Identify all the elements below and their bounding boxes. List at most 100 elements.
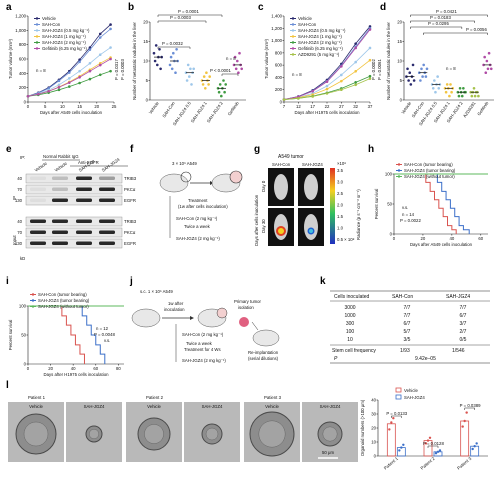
data-point bbox=[88, 69, 92, 73]
blot-band bbox=[99, 198, 115, 202]
panel-label-a: a bbox=[6, 2, 12, 13]
x-tick-label: 7 bbox=[283, 104, 286, 109]
panel-b-chart: 0 5 10 15 20 Number of metastatic nodules in … bbox=[132, 9, 246, 126]
x-tick-label: 12 bbox=[296, 104, 301, 109]
data-point bbox=[168, 63, 172, 67]
data-point bbox=[238, 51, 241, 55]
data-point bbox=[282, 98, 286, 101]
x-tick-label: 22 bbox=[325, 104, 330, 109]
data-point bbox=[57, 83, 61, 87]
data-point bbox=[390, 421, 393, 424]
data-point bbox=[172, 51, 175, 55]
j-reimpl: Re-implantation bbox=[248, 350, 279, 355]
y-tick-label: 50 bbox=[21, 333, 26, 338]
data-point bbox=[109, 27, 112, 31]
data-point bbox=[78, 81, 81, 85]
j-primary: Primary tumor bbox=[234, 299, 262, 304]
blot-band bbox=[52, 241, 68, 245]
data-point bbox=[218, 83, 222, 86]
j-isolation: isolation bbox=[238, 305, 254, 310]
blot-band bbox=[30, 230, 46, 234]
y-axis-label: Number of metastatic nodules in the live… bbox=[132, 22, 137, 100]
k-p-value: 9.42e–05 bbox=[415, 356, 436, 362]
panel-label-h: h bbox=[368, 144, 374, 155]
panel-label-b: b bbox=[128, 2, 134, 13]
mouse-icon bbox=[159, 173, 189, 193]
data-point bbox=[419, 79, 422, 82]
y-tick-label: 10 bbox=[371, 440, 376, 445]
g-title: A549 tumor bbox=[278, 154, 304, 160]
legend-entry: SAH-JGZ4 (1 mg kg⁻¹) bbox=[42, 34, 86, 39]
data-point bbox=[158, 48, 161, 51]
blot-band bbox=[52, 198, 68, 202]
y-tick-label: 800 bbox=[275, 50, 283, 55]
blot-band bbox=[52, 187, 68, 191]
data-point bbox=[462, 87, 465, 90]
panel-label-k: k bbox=[320, 276, 326, 287]
legend-entry: SAH-JGZ4 (0.5 mg kg⁻¹) bbox=[42, 28, 90, 33]
data-point bbox=[368, 25, 372, 28]
data-point bbox=[109, 23, 112, 26]
x-tick-label: 0 bbox=[393, 236, 396, 241]
tumor-icon bbox=[239, 317, 249, 327]
annotation: n = 8 bbox=[36, 68, 46, 73]
annotation: P = 0.0003 bbox=[120, 59, 125, 80]
data-point bbox=[409, 83, 413, 86]
l-p1: Patient 1 bbox=[28, 395, 46, 400]
data-point bbox=[188, 75, 191, 78]
data-point bbox=[234, 67, 238, 71]
data-point bbox=[78, 75, 81, 79]
y-tick-label: 1,200 bbox=[15, 14, 26, 19]
k-cell: 7/7 bbox=[404, 305, 411, 311]
g-ylabel: Days after cells inoculation bbox=[254, 194, 259, 246]
data-point bbox=[88, 48, 92, 51]
data-point bbox=[434, 452, 438, 455]
legend-entry: Vehicle bbox=[298, 16, 312, 21]
y-tick-label: 0 bbox=[280, 100, 283, 105]
y-axis-label: Organoid numbers (>100 μm) bbox=[360, 399, 365, 456]
j-cells: s.c. 1 × 10⁵ A549 bbox=[140, 289, 173, 294]
panel-label-f: f bbox=[130, 144, 134, 155]
panel-label-c: c bbox=[258, 2, 264, 13]
data-point bbox=[463, 419, 466, 423]
annotation: P = 0.0032 bbox=[162, 41, 183, 46]
y-tick-label: 5 bbox=[146, 78, 149, 83]
colorbar-tick: 2.5 bbox=[337, 191, 344, 196]
annotation: n = 12 bbox=[96, 326, 109, 331]
data-point bbox=[98, 62, 102, 65]
annotation: P = 0.0128 bbox=[423, 441, 444, 446]
k-cell: 100 bbox=[346, 329, 355, 335]
k-freq-label: Stem cell frequency bbox=[332, 348, 376, 354]
e-anti-egfr: Anti-EGFR bbox=[78, 160, 99, 165]
panel-a-chart: 0 200 400 600 800 1,000 1,200 0 5 10 15 20 25 Tumor v… bbox=[8, 14, 125, 116]
data-point bbox=[473, 445, 476, 448]
data-point bbox=[475, 442, 478, 445]
x-tick-label: 5 bbox=[44, 104, 47, 109]
data-point bbox=[98, 36, 102, 39]
y-tick-label: 15 bbox=[397, 39, 402, 44]
legend-entry: Vehicle bbox=[404, 388, 418, 393]
colorbar-tick: 3.5 bbox=[337, 168, 344, 173]
y-tick-label: 15 bbox=[143, 39, 148, 44]
annotation: v.s. bbox=[104, 338, 110, 343]
data-point bbox=[354, 69, 357, 73]
data-point bbox=[354, 81, 357, 84]
data-point bbox=[368, 58, 372, 62]
y-tick-label: 1,000 bbox=[15, 28, 26, 33]
organoid-col-label: SAH-JGZ4 bbox=[320, 404, 341, 409]
series-line bbox=[394, 173, 457, 234]
f-con: SAH-Con (2 mg kg⁻¹) bbox=[176, 216, 218, 221]
y-tick-label: 10 bbox=[397, 59, 402, 64]
g-col-1: SAH-Con bbox=[272, 162, 291, 167]
annotation: P = 0.0002 bbox=[371, 59, 376, 80]
y-tick-label: 1,400 bbox=[271, 14, 282, 19]
x-tick-label: 0 bbox=[27, 366, 30, 371]
data-point bbox=[472, 87, 476, 90]
k-cell: 6/7 bbox=[460, 313, 467, 319]
k-cell: 6/7 bbox=[404, 321, 411, 327]
data-point bbox=[325, 84, 329, 88]
y-tick-label: 0 bbox=[24, 362, 27, 367]
data-point bbox=[88, 46, 92, 49]
y-tick-label: 1,200 bbox=[271, 26, 282, 31]
y-tick-label: 100 bbox=[385, 172, 393, 177]
